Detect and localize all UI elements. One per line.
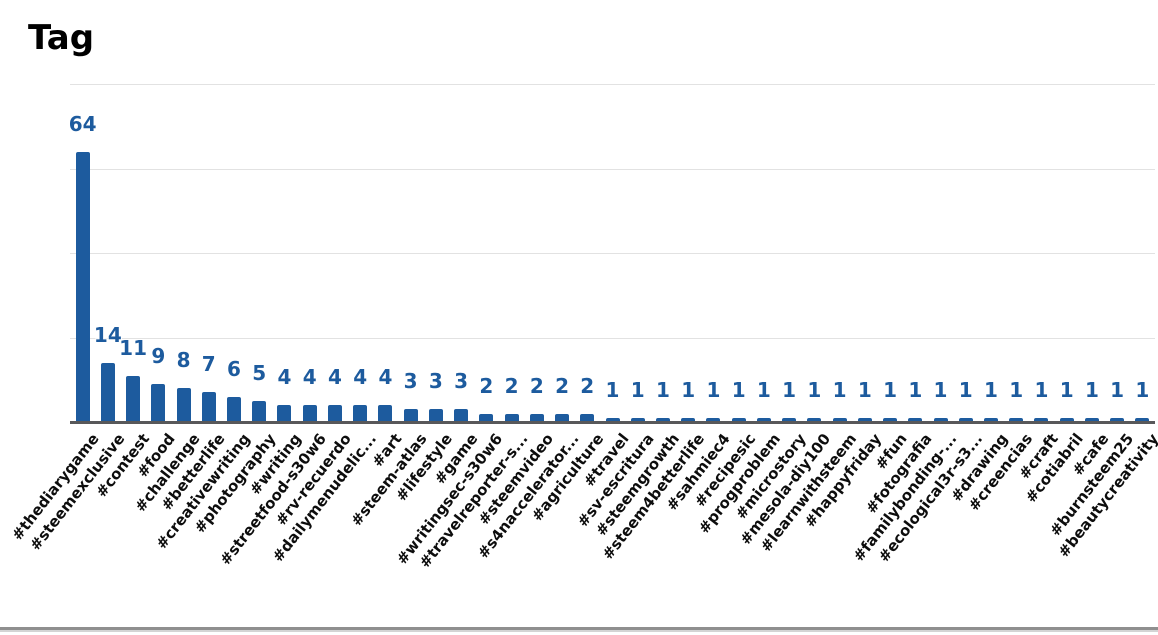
bar-value-label: 1	[681, 377, 696, 402]
bar-value-label: 1	[630, 377, 645, 402]
chart-bar	[176, 388, 191, 422]
bar-value-label: 1	[984, 377, 998, 402]
chart-bar	[277, 405, 292, 422]
bar-value-label: 2	[479, 373, 494, 398]
gridline-80	[70, 84, 1155, 85]
chart-bar	[807, 417, 822, 422]
bottom-divider	[0, 627, 1158, 632]
bar-value-label: 1	[731, 377, 746, 402]
bar-value-label: 1	[1110, 377, 1125, 402]
bar-value-label: 9	[151, 343, 166, 368]
bar-value-label: 1	[655, 377, 670, 402]
gridline-20	[70, 337, 1155, 339]
chart-plot-area: 64 14 11 9 8 7 6 5 4 4 4 4 4 3 3 3 2 2 2 2 2 1 1 1 1 1 1 1 1 1 1 1 1 1 1 1 1…	[69, 84, 1155, 424]
bar-value-label: 1	[908, 377, 923, 402]
bar-value-label: 5	[252, 360, 267, 385]
chart-bar	[353, 405, 368, 422]
chart-bar	[555, 413, 570, 422]
bar-value-label: 1	[857, 377, 872, 402]
x-axis-labels: #thediarygame #steemexclusive #contest #foo…	[8, 430, 1158, 572]
chart-bar	[1110, 417, 1125, 422]
chart-bar	[958, 417, 973, 422]
chart-bar	[580, 413, 595, 422]
chart-bar	[731, 417, 746, 422]
chart-bar	[1059, 417, 1074, 422]
bar-value-label: 4	[378, 365, 393, 390]
bar-value-label: 2	[504, 373, 519, 398]
chart-bar	[1084, 417, 1099, 422]
bar-value-label: 4	[327, 365, 342, 390]
chart-bar	[302, 405, 317, 422]
chart-bar	[681, 417, 696, 422]
chart-bar	[504, 413, 519, 422]
chart-bar	[857, 417, 872, 422]
chart-bar	[327, 405, 342, 422]
gridline-40	[70, 253, 1155, 254]
bar-value-label: 4	[302, 365, 317, 390]
bar-value-label: 3	[403, 369, 418, 394]
chart-bar	[75, 151, 90, 422]
chart-bar	[832, 417, 847, 422]
bar-value-label: 3	[428, 369, 443, 394]
bar-value-label: 1	[1009, 377, 1024, 402]
bar-value-label: 1	[807, 377, 822, 402]
bar-value-label: 1	[1084, 377, 1099, 402]
bar-value-label: 1	[883, 377, 897, 402]
bar-value-label: 1	[1135, 377, 1150, 402]
chart-bar	[454, 409, 469, 422]
chart-bar	[933, 417, 948, 422]
chart-bar	[1009, 417, 1024, 422]
chart-bar	[201, 392, 216, 422]
bar-value-label: 2	[555, 373, 569, 398]
chart-bar	[605, 417, 620, 422]
bar-value-label: 1	[1059, 377, 1074, 402]
bar-value-label: 6	[227, 356, 241, 381]
chart-bar	[479, 413, 494, 422]
bar-value-label: 4	[353, 365, 368, 390]
chart-bar	[630, 417, 645, 422]
chart-bar	[378, 405, 393, 422]
bar-value-label: 8	[176, 348, 191, 373]
chart-bar	[706, 417, 721, 422]
bar-value-label: 1	[756, 377, 771, 402]
chart-bar	[151, 383, 166, 422]
bar-value-label: 2	[529, 373, 544, 398]
bar-value-label: 14	[93, 322, 122, 347]
chart-bar	[126, 375, 141, 422]
chart-bar	[983, 417, 998, 422]
chart-bar	[529, 413, 544, 422]
chart-bar	[782, 417, 797, 422]
bar-value-label: 7	[201, 352, 216, 377]
bar-value-label: 2	[580, 373, 595, 398]
chart-bar	[428, 409, 443, 422]
chart-bar	[1034, 417, 1049, 422]
chart-bar	[655, 417, 670, 422]
chart-bar	[252, 400, 267, 422]
bar-value-label: 1	[933, 377, 948, 402]
x-axis-line	[70, 421, 1155, 424]
chart-bar	[227, 396, 241, 422]
chart-bar	[1135, 417, 1150, 422]
bar-value-label: 64	[68, 111, 97, 136]
bar-value-label: 1	[958, 377, 973, 402]
chart-bar	[908, 417, 923, 422]
bar-value-label: 1	[1034, 377, 1049, 402]
bar-value-label: 3	[454, 369, 469, 394]
bar-value-label: 4	[277, 365, 292, 390]
bar-value-label: 11	[119, 335, 147, 360]
chart-bar	[403, 409, 418, 422]
bar-value-label: 1	[832, 377, 847, 402]
chart-bar	[883, 417, 898, 422]
bar-value-label: 1	[706, 377, 721, 402]
bar-value-label: 1	[605, 377, 620, 402]
gridline-60	[70, 168, 1155, 170]
chart-bar	[100, 362, 115, 422]
chart-bar	[756, 417, 771, 422]
chart-title: Tag	[28, 18, 95, 58]
bar-value-label: 1	[782, 377, 797, 402]
